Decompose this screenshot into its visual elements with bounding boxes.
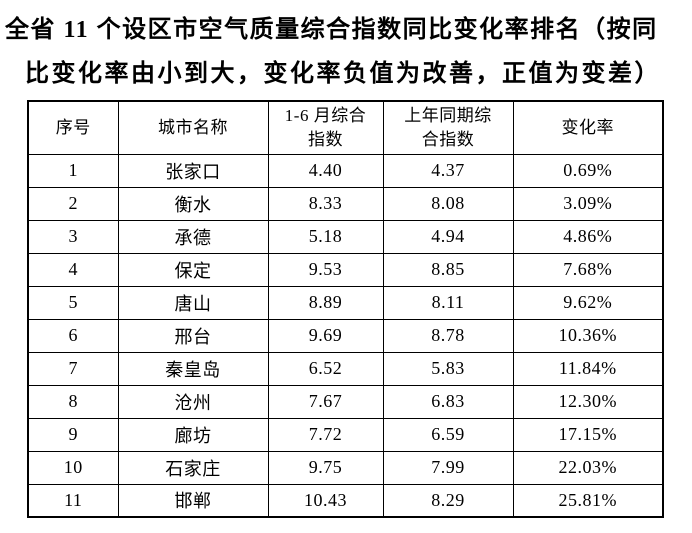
rank-cell: 6 <box>27 318 119 353</box>
index-jan-jun-cell: 8.89 <box>267 285 384 320</box>
rank-cell: 3 <box>27 219 119 254</box>
index-jan-jun-cell: 9.69 <box>267 318 384 353</box>
index-jan-jun-cell: 9.53 <box>267 252 384 287</box>
page-title: 全省 11 个设区市空气质量综合指数同比变化率排名（按同 比变化率由小到大，变化… <box>0 0 692 96</box>
table-row: 9 廊坊 7.72 6.59 17.15% <box>27 417 664 452</box>
rank-cell: 5 <box>27 285 119 320</box>
header-index-prev-year: 上年同期综 合指数 <box>382 100 514 155</box>
aqi-ranking-table: 序号 城市名称 1-6 月综合 指数 上年同期综 合指数 变化率 1 张家口 4… <box>27 100 664 518</box>
index-jan-jun-cell: 9.75 <box>267 450 384 485</box>
rank-cell: 7 <box>27 351 119 386</box>
city-cell: 秦皇岛 <box>117 351 269 386</box>
city-cell: 保定 <box>117 252 269 287</box>
change-rate-cell: 9.62% <box>512 285 664 320</box>
index-prev-year-cell: 8.11 <box>382 285 514 320</box>
change-rate-cell: 12.30% <box>512 384 664 419</box>
rank-cell: 8 <box>27 384 119 419</box>
change-rate-cell: 0.69% <box>512 153 664 188</box>
page-title-line-2: 比变化率由小到大，变化率负值为改善，正值为变差） <box>25 61 661 87</box>
table-row: 2 衡水 8.33 8.08 3.09% <box>27 186 664 221</box>
index-prev-year-cell: 8.08 <box>382 186 514 221</box>
index-prev-year-cell: 4.94 <box>382 219 514 254</box>
change-rate-cell: 17.15% <box>512 417 664 452</box>
change-rate-cell: 10.36% <box>512 318 664 353</box>
city-cell: 邯郸 <box>117 483 269 518</box>
header-city-name: 城市名称 <box>117 100 269 155</box>
index-jan-jun-cell: 10.43 <box>267 483 384 518</box>
table-row: 1 张家口 4.40 4.37 0.69% <box>27 153 664 188</box>
rank-cell: 1 <box>27 153 119 188</box>
table-row: 4 保定 9.53 8.85 7.68% <box>27 252 664 287</box>
index-prev-year-cell: 4.37 <box>382 153 514 188</box>
change-rate-cell: 11.84% <box>512 351 664 386</box>
city-cell: 衡水 <box>117 186 269 221</box>
change-rate-cell: 22.03% <box>512 450 664 485</box>
rank-cell: 2 <box>27 186 119 221</box>
index-prev-year-cell: 8.29 <box>382 483 514 518</box>
rank-cell: 11 <box>27 483 119 518</box>
page-title-line-1: 全省 11 个设区市空气质量综合指数同比变化率排名（按同 <box>5 17 658 43</box>
header-index-jan-jun: 1-6 月综合 指数 <box>267 100 384 155</box>
city-cell: 承德 <box>117 219 269 254</box>
table-row: 3 承德 5.18 4.94 4.86% <box>27 219 664 254</box>
table-row: 5 唐山 8.89 8.11 9.62% <box>27 285 664 320</box>
index-jan-jun-cell: 7.72 <box>267 417 384 452</box>
index-prev-year-cell: 6.83 <box>382 384 514 419</box>
index-prev-year-cell: 6.59 <box>382 417 514 452</box>
table-row: 6 邢台 9.69 8.78 10.36% <box>27 318 664 353</box>
table-row: 8 沧州 7.67 6.83 12.30% <box>27 384 664 419</box>
header-change-rate: 变化率 <box>512 100 664 155</box>
index-jan-jun-cell: 8.33 <box>267 186 384 221</box>
index-prev-year-cell: 8.78 <box>382 318 514 353</box>
city-cell: 张家口 <box>117 153 269 188</box>
city-cell: 唐山 <box>117 285 269 320</box>
rank-cell: 10 <box>27 450 119 485</box>
change-rate-cell: 7.68% <box>512 252 664 287</box>
table-row: 7 秦皇岛 6.52 5.83 11.84% <box>27 351 664 386</box>
city-cell: 邢台 <box>117 318 269 353</box>
table-header-row: 序号 城市名称 1-6 月综合 指数 上年同期综 合指数 变化率 <box>27 100 664 155</box>
city-cell: 廊坊 <box>117 417 269 452</box>
index-jan-jun-cell: 6.52 <box>267 351 384 386</box>
index-prev-year-cell: 7.99 <box>382 450 514 485</box>
rank-cell: 9 <box>27 417 119 452</box>
change-rate-cell: 4.86% <box>512 219 664 254</box>
table-row: 10 石家庄 9.75 7.99 22.03% <box>27 450 664 485</box>
city-cell: 沧州 <box>117 384 269 419</box>
change-rate-cell: 3.09% <box>512 186 664 221</box>
change-rate-cell: 25.81% <box>512 483 664 518</box>
index-jan-jun-cell: 5.18 <box>267 219 384 254</box>
rank-cell: 4 <box>27 252 119 287</box>
header-rank: 序号 <box>27 100 119 155</box>
index-prev-year-cell: 8.85 <box>382 252 514 287</box>
index-jan-jun-cell: 7.67 <box>267 384 384 419</box>
table-row: 11 邯郸 10.43 8.29 25.81% <box>27 483 664 518</box>
city-cell: 石家庄 <box>117 450 269 485</box>
index-jan-jun-cell: 4.40 <box>267 153 384 188</box>
index-prev-year-cell: 5.83 <box>382 351 514 386</box>
